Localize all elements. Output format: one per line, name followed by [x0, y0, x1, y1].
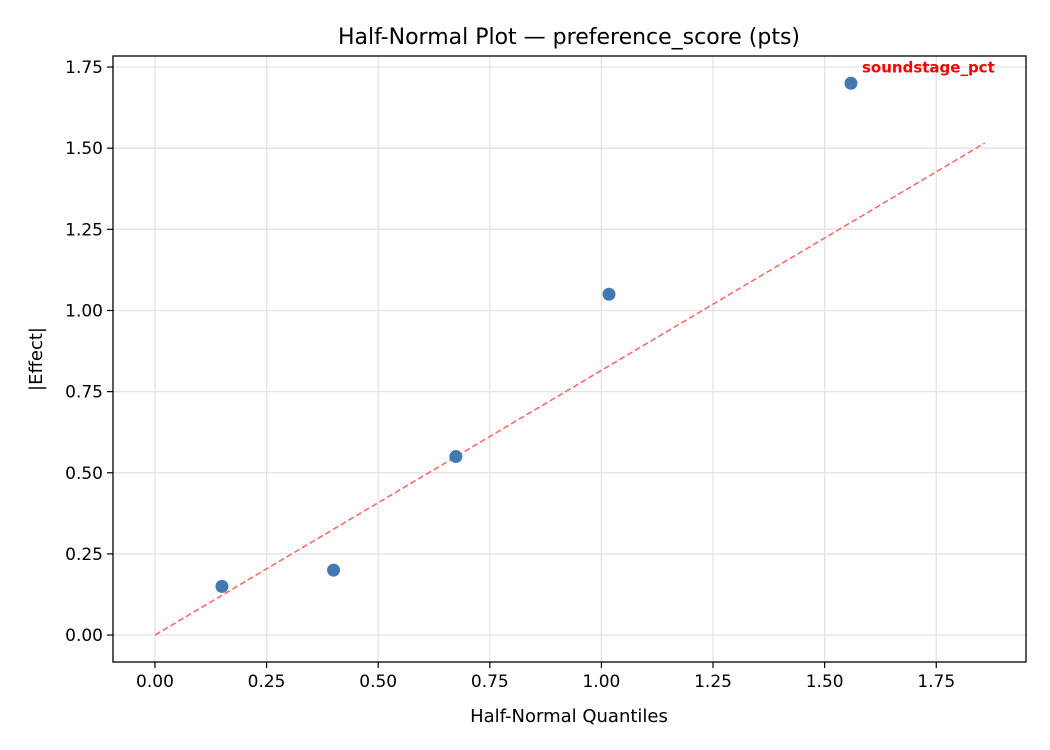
- chart-title: Half-Normal Plot — preference_score (pts…: [338, 25, 800, 50]
- x-tick-label: 1.25: [694, 672, 732, 692]
- x-tick-label: 1.00: [582, 672, 620, 692]
- x-tick-label: 0.25: [248, 672, 286, 692]
- data-point: [602, 287, 616, 301]
- data-point: [449, 450, 463, 464]
- y-axis-label: |Effect|: [26, 327, 47, 391]
- y-tick-label: 1.50: [65, 139, 103, 159]
- data-point: [844, 76, 858, 90]
- y-tick-label: 1.25: [65, 220, 103, 240]
- x-tick-label: 1.50: [806, 672, 844, 692]
- y-tick-label: 1.75: [65, 58, 103, 78]
- y-tick-label: 0.25: [65, 545, 103, 565]
- y-tick-label: 0.75: [65, 383, 103, 403]
- y-tick-label: 0.50: [65, 464, 103, 484]
- x-tick-label: 0.00: [136, 672, 174, 692]
- reference-line: [154, 142, 986, 636]
- data-point: [327, 563, 341, 577]
- y-tick-label: 0.00: [65, 626, 103, 646]
- x-tick-label: 0.75: [471, 672, 509, 692]
- y-tick-label: 1.00: [65, 301, 103, 321]
- data-point: [215, 579, 229, 593]
- x-tick-label: 1.75: [917, 672, 955, 692]
- point-label: soundstage_pct: [862, 58, 995, 76]
- plot-frame: [112, 55, 1027, 663]
- x-tick-label: 0.50: [359, 672, 397, 692]
- x-axis-label: Half-Normal Quantiles: [470, 706, 668, 727]
